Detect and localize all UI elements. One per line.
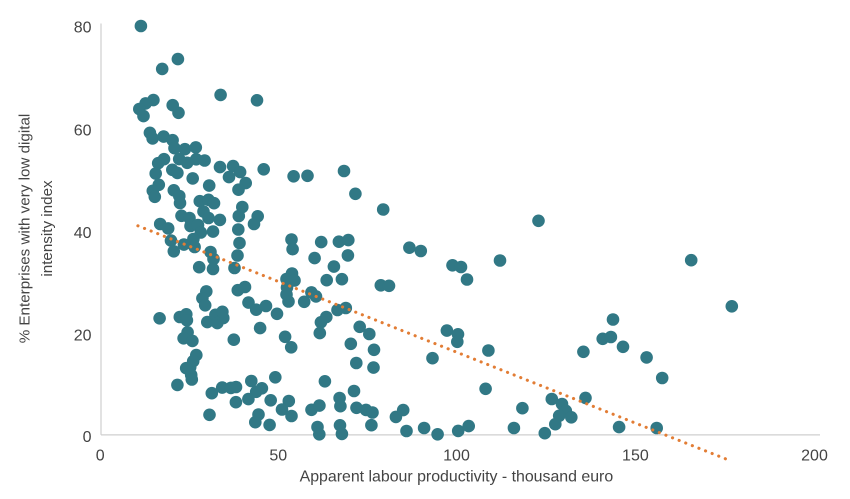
svg-text:0: 0 [96, 447, 105, 464]
svg-text:100: 100 [443, 447, 470, 464]
svg-text:% Enterprises with very low di: % Enterprises with very low digital [17, 114, 34, 344]
svg-text:60: 60 [74, 122, 92, 139]
svg-text:200: 200 [801, 447, 828, 464]
svg-text:Apparent labour productivity -: Apparent labour productivity - thousand … [300, 469, 614, 486]
svg-text:80: 80 [74, 20, 92, 37]
svg-text:0: 0 [83, 429, 92, 446]
svg-text:50: 50 [269, 447, 287, 464]
svg-text:intensity index: intensity index [39, 180, 56, 277]
svg-text:40: 40 [74, 225, 92, 242]
svg-text:20: 20 [74, 328, 92, 345]
svg-text:150: 150 [622, 447, 649, 464]
